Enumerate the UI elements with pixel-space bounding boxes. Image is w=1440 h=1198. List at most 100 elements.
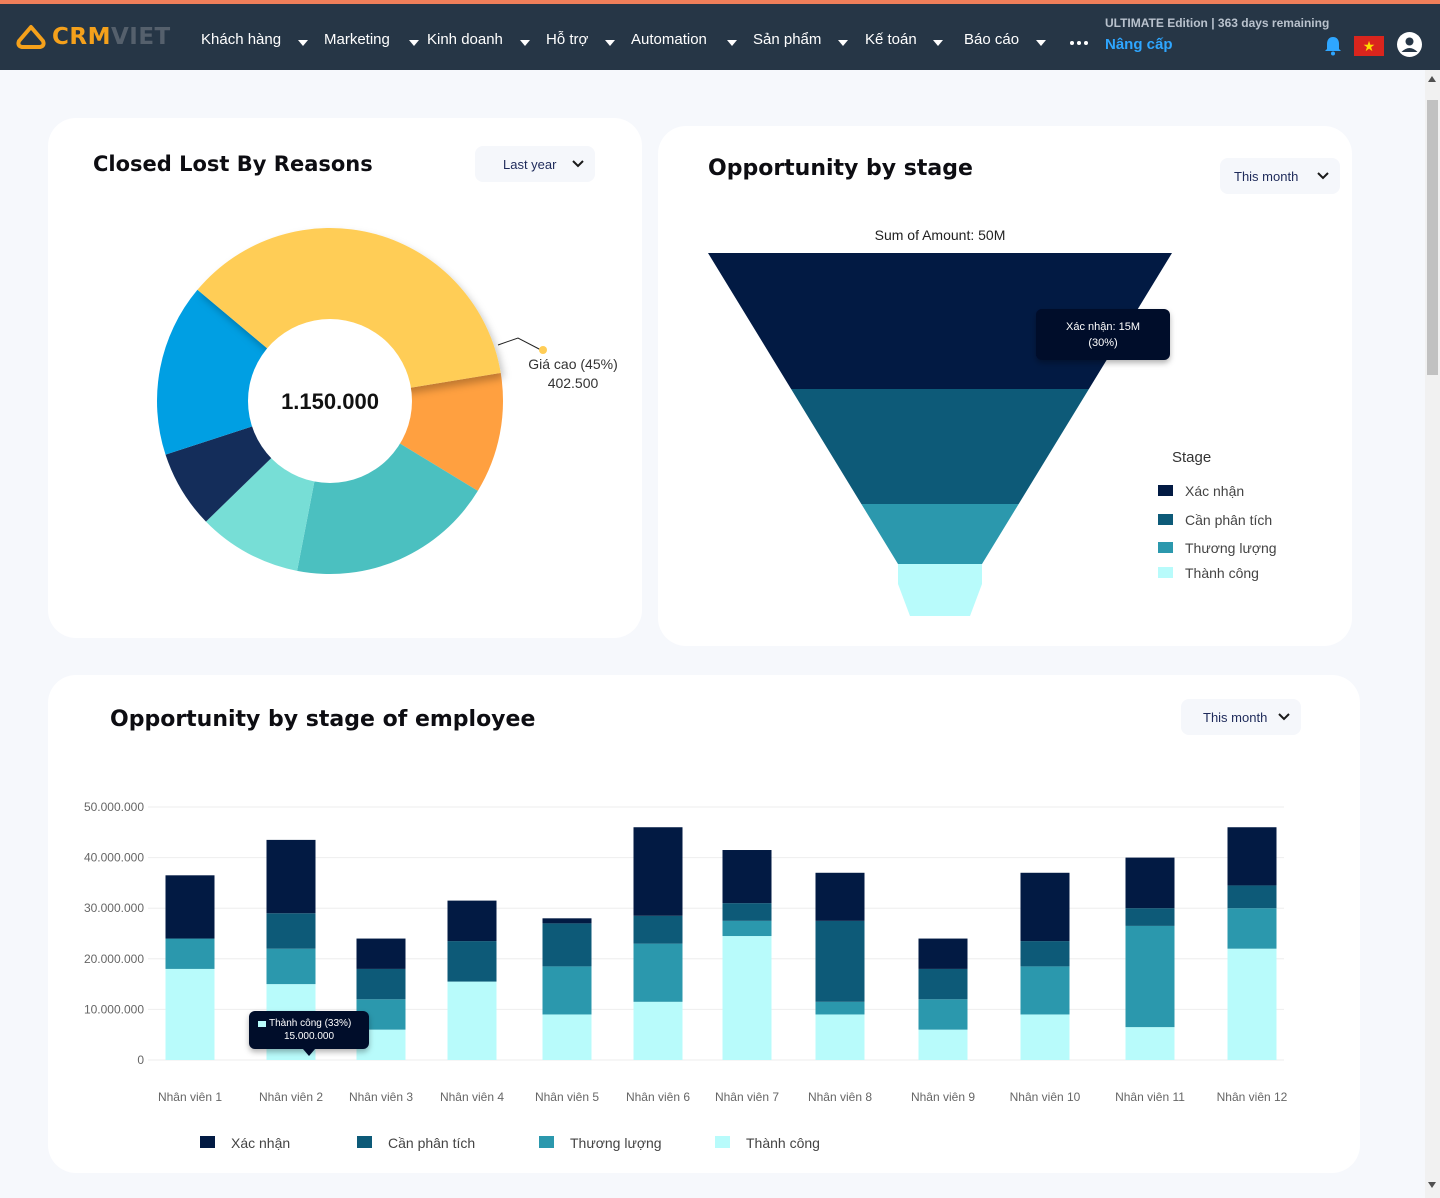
legend-swatch [1158,567,1173,578]
bar-segment[interactable] [266,839,316,914]
nav-item-automation[interactable]: Automation [631,31,707,48]
legend-label[interactable]: Cần phân tích [388,1135,475,1151]
bar-segment[interactable] [815,872,865,921]
chevron-down-icon[interactable] [409,40,419,46]
nav-item-ho-tro[interactable]: Hỗ trợ [546,31,589,48]
bar-segment[interactable] [722,936,772,1060]
bar-segment[interactable] [447,941,497,982]
bar-segment[interactable] [542,918,592,924]
legend-label[interactable]: Thương lượng [1185,540,1277,556]
scroll-up-arrow-icon[interactable] [1428,76,1436,82]
bar-segment[interactable] [633,915,683,944]
nav-item-ke-toan[interactable]: Kế toán [865,31,917,48]
bar-segment[interactable] [1227,908,1277,949]
scroll-down-arrow-icon[interactable] [1428,1182,1436,1188]
bar-segment[interactable] [633,943,683,1002]
bell-icon[interactable] [1324,36,1342,56]
legend-swatch [357,1136,372,1148]
bar-segment[interactable] [918,968,968,1000]
legend-label[interactable]: Xác nhận [231,1135,290,1151]
funnel-sum-label: Sum of Amount: 50M [875,227,1006,243]
donut-chart: 1.150.000 Giá cao (45%) 402.500 [157,227,618,574]
bar-segment[interactable] [542,966,592,1015]
bar-segment[interactable] [1125,857,1175,909]
bar-segment[interactable] [1125,925,1175,1028]
upgrade-link[interactable]: Nâng cấp [1105,36,1173,53]
y-tick-label: 40.000.000 [84,851,144,865]
vietnam-flag-icon[interactable]: ★ [1354,36,1384,56]
bar-segment[interactable] [1020,1014,1070,1060]
bar-segment[interactable] [542,1014,592,1060]
nav-item-kinh-doanh[interactable]: Kinh doanh [427,31,503,48]
bar-segment[interactable] [815,1014,865,1060]
bar-segment[interactable] [447,900,497,942]
chevron-down-icon[interactable] [605,40,615,46]
bar-segment[interactable] [722,920,772,937]
bar-segment[interactable] [918,1029,968,1060]
legend-label[interactable]: Thương lượng [570,1135,662,1151]
y-tick-label: 0 [137,1053,144,1067]
period-dropdown[interactable]: Last year [475,146,595,182]
nav-item-san-pham[interactable]: Sản phẩm [753,31,822,48]
bar-segment[interactable] [815,1001,865,1015]
more-icon[interactable] [1070,41,1088,45]
bar-segment[interactable] [722,903,772,921]
stacked-bar-chart: 0 10.000.000 20.000.000 30.000.000 40.000.00… [84,800,1288,1151]
funnel-layer[interactable] [861,504,1019,564]
user-icon[interactable] [1397,32,1422,57]
bar-segment[interactable] [1227,948,1277,1060]
bar-segment[interactable] [815,920,865,1002]
bar-segment[interactable] [633,827,683,916]
chevron-down-icon[interactable] [1036,40,1046,46]
bar-segment[interactable] [1020,966,1070,1015]
legend-label[interactable]: Thành công [746,1135,820,1151]
x-tick-label: Nhân viên 9 [911,1090,975,1104]
nav-item-marketing[interactable]: Marketing [324,31,390,48]
donut-slice[interactable] [197,227,501,401]
legend-label[interactable]: Cần phân tích [1185,512,1272,528]
chevron-down-icon[interactable] [520,40,530,46]
bar-segment[interactable] [165,968,215,1060]
bar-segment[interactable] [633,1001,683,1060]
crmviet-logo[interactable]: CRMVIET [16,24,171,50]
bar-segment[interactable] [266,948,316,985]
chevron-down-icon[interactable] [298,40,308,46]
chevron-down-icon[interactable] [933,40,943,46]
bar-segment[interactable] [266,913,316,949]
scroll-thumb[interactable] [1427,100,1438,375]
legend-label[interactable]: Xác nhận [1185,483,1244,499]
bar-segment[interactable] [356,938,406,969]
y-tick-label: 50.000.000 [84,800,144,814]
funnel-layer[interactable] [898,564,982,616]
chevron-down-icon[interactable] [727,40,737,46]
bar-segment[interactable] [722,850,772,904]
chevron-down-icon [572,160,584,168]
funnel-layer[interactable] [791,389,1089,504]
bar-segment[interactable] [1125,908,1175,926]
bar-segment[interactable] [542,923,592,967]
bar-segment[interactable] [1227,827,1277,886]
nav-item-bao-cao[interactable]: Báo cáo [964,31,1020,48]
bar-segment[interactable] [1020,872,1070,942]
bar-segment[interactable] [356,968,406,1000]
bar-segment[interactable] [1227,885,1277,909]
legend-label[interactable]: Thành công [1185,565,1259,581]
x-tick-label: Nhân viên 5 [535,1090,599,1104]
page-scrollbar[interactable] [1425,70,1440,1198]
bar-segment[interactable] [165,938,215,969]
callout-dot [539,346,547,354]
bar-segment[interactable] [1020,941,1070,967]
tooltip-value: 15.000.000 [284,1031,334,1042]
bar-segment[interactable] [1125,1027,1175,1060]
period-dropdown[interactable]: This month [1181,699,1301,735]
period-dropdown[interactable]: This month [1220,158,1340,194]
bar-segment[interactable] [918,999,968,1030]
bar-segment[interactable] [447,981,497,1060]
chevron-down-icon[interactable] [838,40,848,46]
card-title: Closed Lost By Reasons [93,152,373,176]
bar-segment[interactable] [918,938,968,969]
bar-segment[interactable] [165,875,215,939]
tooltip-label: Thành công (33%) [269,1018,351,1029]
nav-item-khach-hang[interactable]: Khách hàng [201,31,282,48]
funnel-chart: Sum of Amount: 50M Xác nhận: 15M (30%) S… [708,227,1277,616]
